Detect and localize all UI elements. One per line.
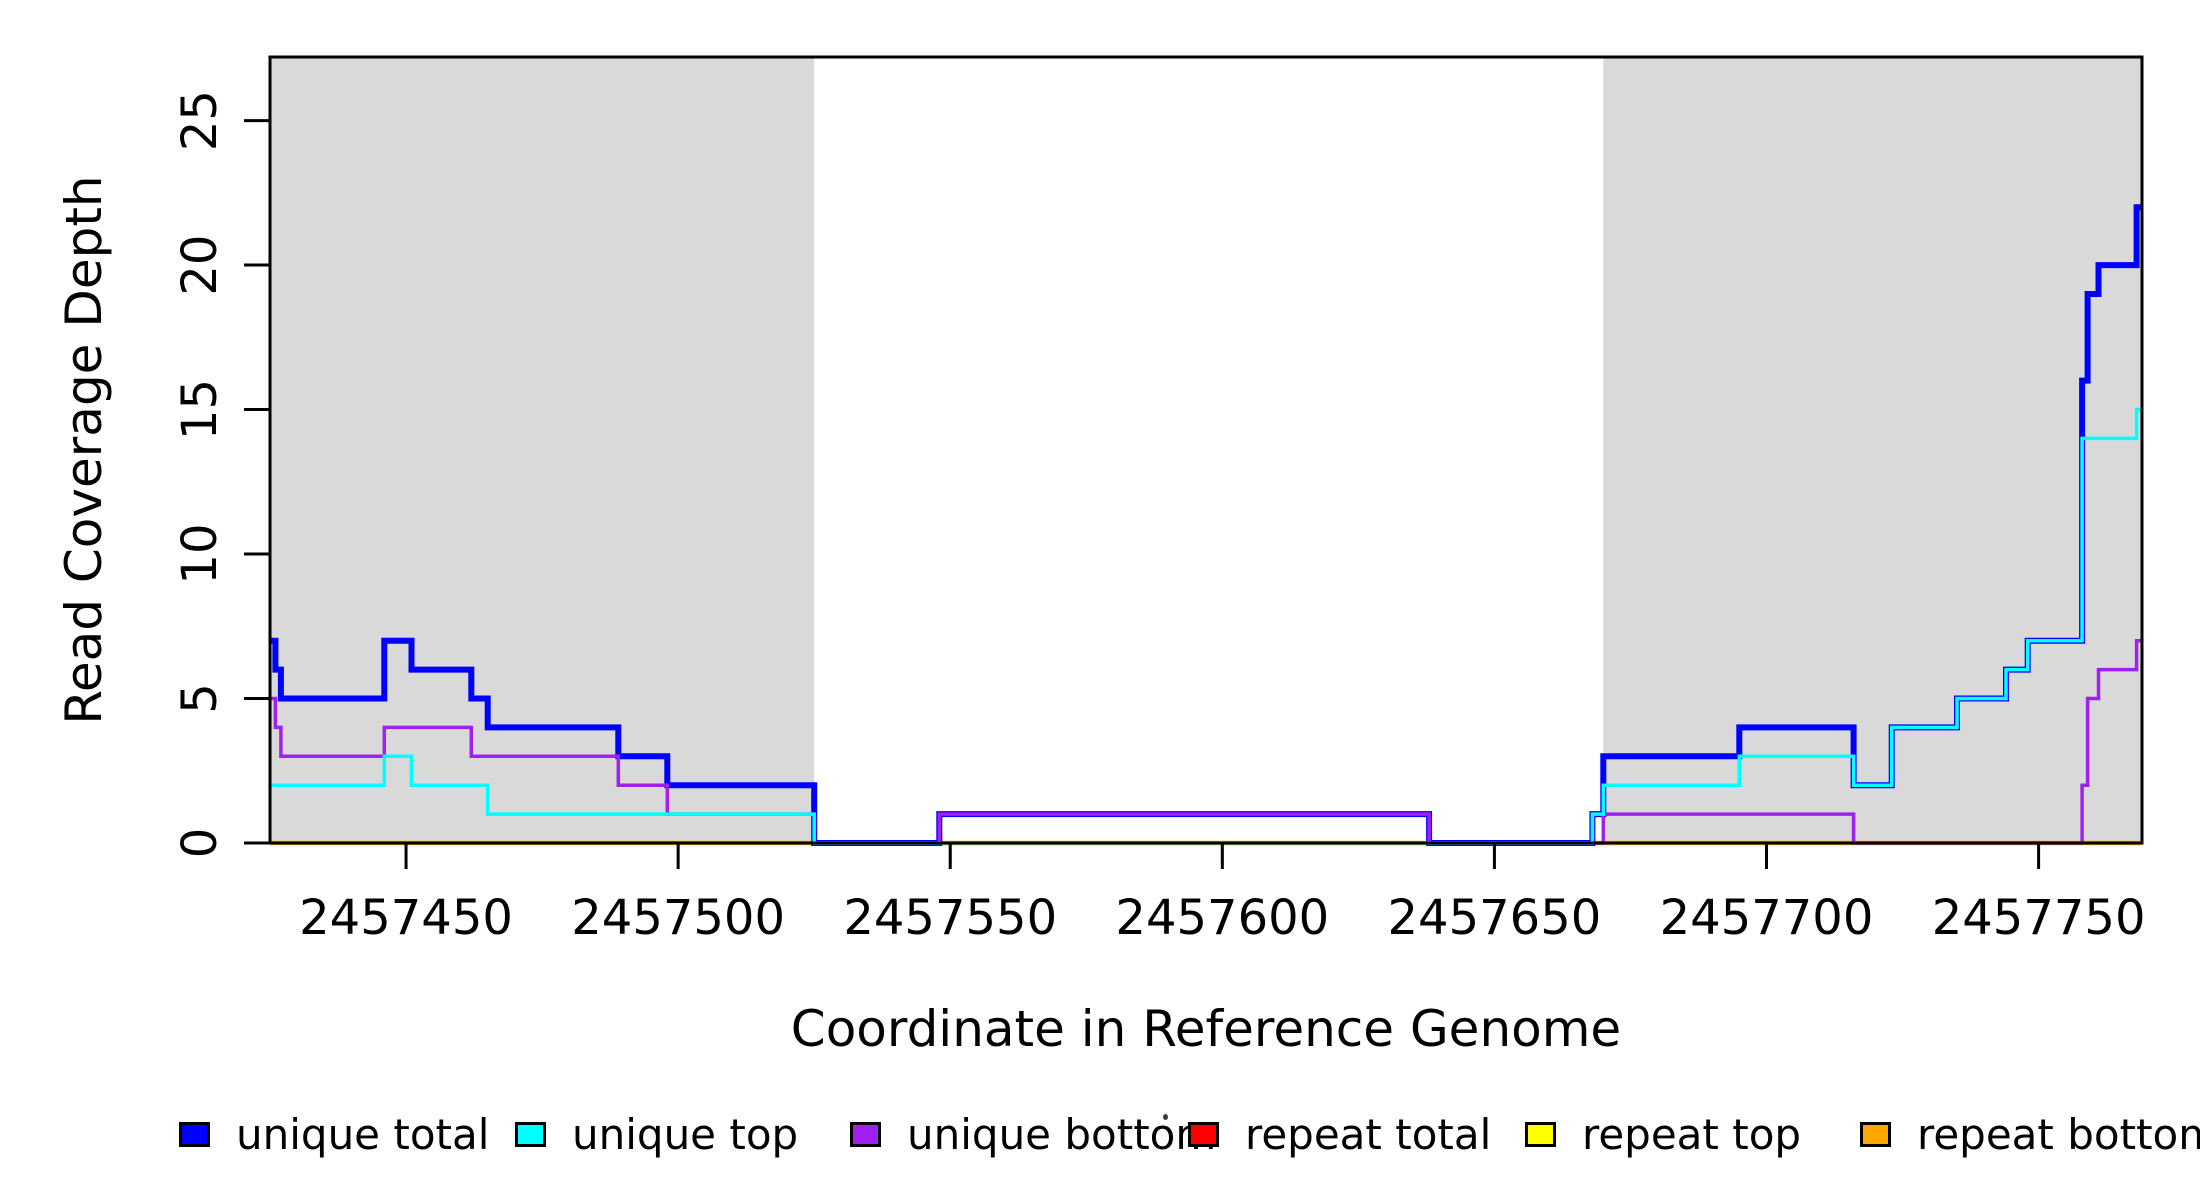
x-tick-label: 2457550 (843, 890, 1057, 946)
x-tick-label: 2457650 (1388, 890, 1602, 946)
x-tick-label: 2457450 (299, 890, 513, 946)
y-tick-label: 10 (172, 523, 228, 584)
stray-dot-artifact (1163, 1114, 1168, 1120)
y-axis-title: Read Coverage Depth (55, 175, 113, 725)
x-axis-title: Coordinate in Reference Genome (790, 1000, 1622, 1058)
repeat-region-shading-1 (270, 57, 815, 843)
x-tick-label: 2457700 (1660, 890, 1874, 946)
series-line-unique-bottom (270, 638, 2142, 845)
x-tick-label: 2457750 (1932, 890, 2146, 946)
x-tick-label: 2457600 (1115, 890, 1329, 946)
series-line-unique-top (270, 407, 2142, 845)
repeat-region-shading-2 (1603, 57, 2142, 843)
y-tick-label: 20 (172, 235, 228, 296)
x-tick-label: 2457500 (571, 890, 785, 946)
y-tick-label: 25 (172, 90, 228, 151)
plot-border-box (268, 55, 2144, 845)
y-tick-label: 5 (172, 683, 228, 714)
y-tick-label: 0 (172, 828, 228, 859)
y-tick-label: 15 (172, 379, 228, 440)
